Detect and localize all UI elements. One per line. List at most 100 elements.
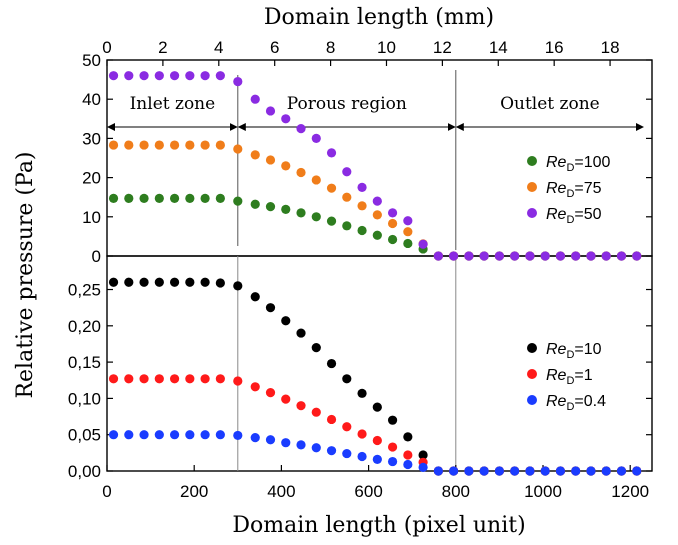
y-tick-label-top-4: 40 [82, 90, 101, 109]
point-bottom-s2-12 [296, 440, 305, 449]
point-bottom-s2-34 [632, 466, 641, 475]
x-tick-label-top-6: 12 [433, 38, 452, 57]
bottom-axis-title: Domain length (pixel unit) [232, 513, 525, 538]
point-bottom-s0-6 [201, 278, 210, 287]
point-bottom-s0-11 [281, 316, 290, 325]
point-bottom-s1-17 [373, 436, 382, 445]
point-bottom-s0-5 [185, 278, 194, 287]
point-bottom-s0-12 [296, 328, 305, 337]
point-bottom-s0-16 [357, 389, 366, 398]
point-top-s0-18 [388, 235, 397, 244]
point-top-s2-30 [571, 251, 580, 260]
point-top-s0-2 [139, 194, 148, 203]
point-top-s0-6 [201, 194, 210, 203]
point-bottom-s2-29 [556, 466, 565, 475]
point-bottom-s0-4 [170, 278, 179, 287]
x-tick-label-top-1: 2 [158, 38, 167, 57]
point-top-s1-9 [251, 150, 260, 159]
y-axis-title: Relative pressure (Pa) [13, 151, 38, 398]
point-top-s2-15 [342, 167, 351, 176]
x-tick-label-bottom-2: 400 [267, 482, 295, 501]
point-top-s0-9 [251, 200, 260, 209]
point-bottom-s2-25 [495, 466, 504, 475]
x-tick-label-top-9: 18 [601, 38, 620, 57]
point-top-s1-17 [373, 210, 382, 219]
zone-label-1: Porous region [287, 94, 407, 114]
point-top-s0-0 [109, 194, 118, 203]
point-bottom-s0-17 [373, 403, 382, 412]
point-bottom-s0-10 [266, 303, 275, 312]
point-top-s1-15 [342, 193, 351, 202]
legend-label-top-0: ReD=100 [546, 154, 611, 174]
point-bottom-s1-8 [233, 376, 242, 385]
point-bottom-s1-10 [266, 388, 275, 397]
point-bottom-s1-2 [139, 374, 148, 383]
point-bottom-s0-13 [312, 343, 321, 352]
point-top-s1-7 [216, 140, 225, 149]
point-bottom-s2-7 [216, 430, 225, 439]
point-top-s1-12 [296, 168, 305, 177]
point-top-s1-11 [281, 161, 290, 170]
point-top-s2-23 [464, 251, 473, 260]
point-bottom-s2-16 [357, 452, 366, 461]
legend-marker-bottom-2 [527, 395, 537, 405]
legend-marker-top-0 [527, 156, 537, 166]
point-bottom-s2-24 [480, 466, 489, 475]
point-bottom-s2-32 [602, 466, 611, 475]
point-bottom-s0-19 [403, 432, 412, 441]
point-bottom-s1-19 [403, 450, 412, 459]
y-tick-label-top-3: 30 [82, 129, 101, 148]
point-bottom-s1-9 [251, 382, 260, 391]
point-top-s1-1 [124, 140, 133, 149]
point-bottom-s2-11 [281, 438, 290, 447]
point-bottom-s1-15 [342, 422, 351, 431]
point-bottom-s0-14 [327, 359, 336, 368]
point-top-s2-12 [296, 124, 305, 133]
point-top-s2-25 [495, 251, 504, 260]
point-top-s1-3 [155, 140, 164, 149]
point-top-s2-2 [139, 71, 148, 80]
point-top-s1-10 [266, 155, 275, 164]
point-top-s1-13 [312, 175, 321, 184]
x-tick-label-top-2: 4 [214, 38, 223, 57]
point-bottom-s0-0 [109, 278, 118, 287]
point-bottom-s0-18 [388, 416, 397, 425]
point-top-s2-5 [185, 71, 194, 80]
point-bottom-s2-13 [312, 443, 321, 452]
point-bottom-s2-0 [109, 430, 118, 439]
x-tick-label-top-3: 6 [270, 38, 279, 57]
point-top-s1-14 [327, 184, 336, 193]
point-top-s2-21 [434, 251, 443, 260]
point-bottom-s1-3 [155, 374, 164, 383]
point-top-s0-15 [342, 221, 351, 230]
y-tick-label-bottom-2: 0,10 [68, 389, 101, 408]
point-top-s0-7 [216, 194, 225, 203]
point-top-s1-6 [201, 140, 210, 149]
point-top-s1-19 [403, 227, 412, 236]
point-top-s0-13 [312, 212, 321, 221]
point-top-s2-20 [419, 240, 428, 249]
point-top-s0-3 [155, 194, 164, 203]
legend-label-bottom-0: ReD=10 [546, 341, 602, 361]
point-top-s0-19 [403, 239, 412, 248]
y-tick-label-top-5: 50 [82, 51, 101, 70]
point-top-s2-33 [617, 251, 626, 260]
point-top-s2-1 [124, 71, 133, 80]
point-top-s0-11 [281, 205, 290, 214]
legend-label-top-2: ReD=50 [546, 206, 602, 226]
point-bottom-s1-11 [281, 395, 290, 404]
point-bottom-s2-28 [541, 466, 550, 475]
point-bottom-s0-1 [124, 278, 133, 287]
point-bottom-s0-7 [216, 278, 225, 287]
point-bottom-s2-18 [388, 457, 397, 466]
point-bottom-s0-9 [251, 292, 260, 301]
legend-label-bottom-2: ReD=0.4 [546, 393, 606, 413]
point-bottom-s1-13 [312, 408, 321, 417]
point-bottom-s1-16 [357, 429, 366, 438]
x-tick-label-bottom-0: 0 [102, 482, 111, 501]
y-tick-label-bottom-1: 0,05 [68, 426, 101, 445]
zone-label-0: Inlet zone [130, 94, 216, 114]
legend-marker-bottom-1 [527, 369, 537, 379]
top-axis-title: Domain length (mm) [264, 5, 494, 30]
